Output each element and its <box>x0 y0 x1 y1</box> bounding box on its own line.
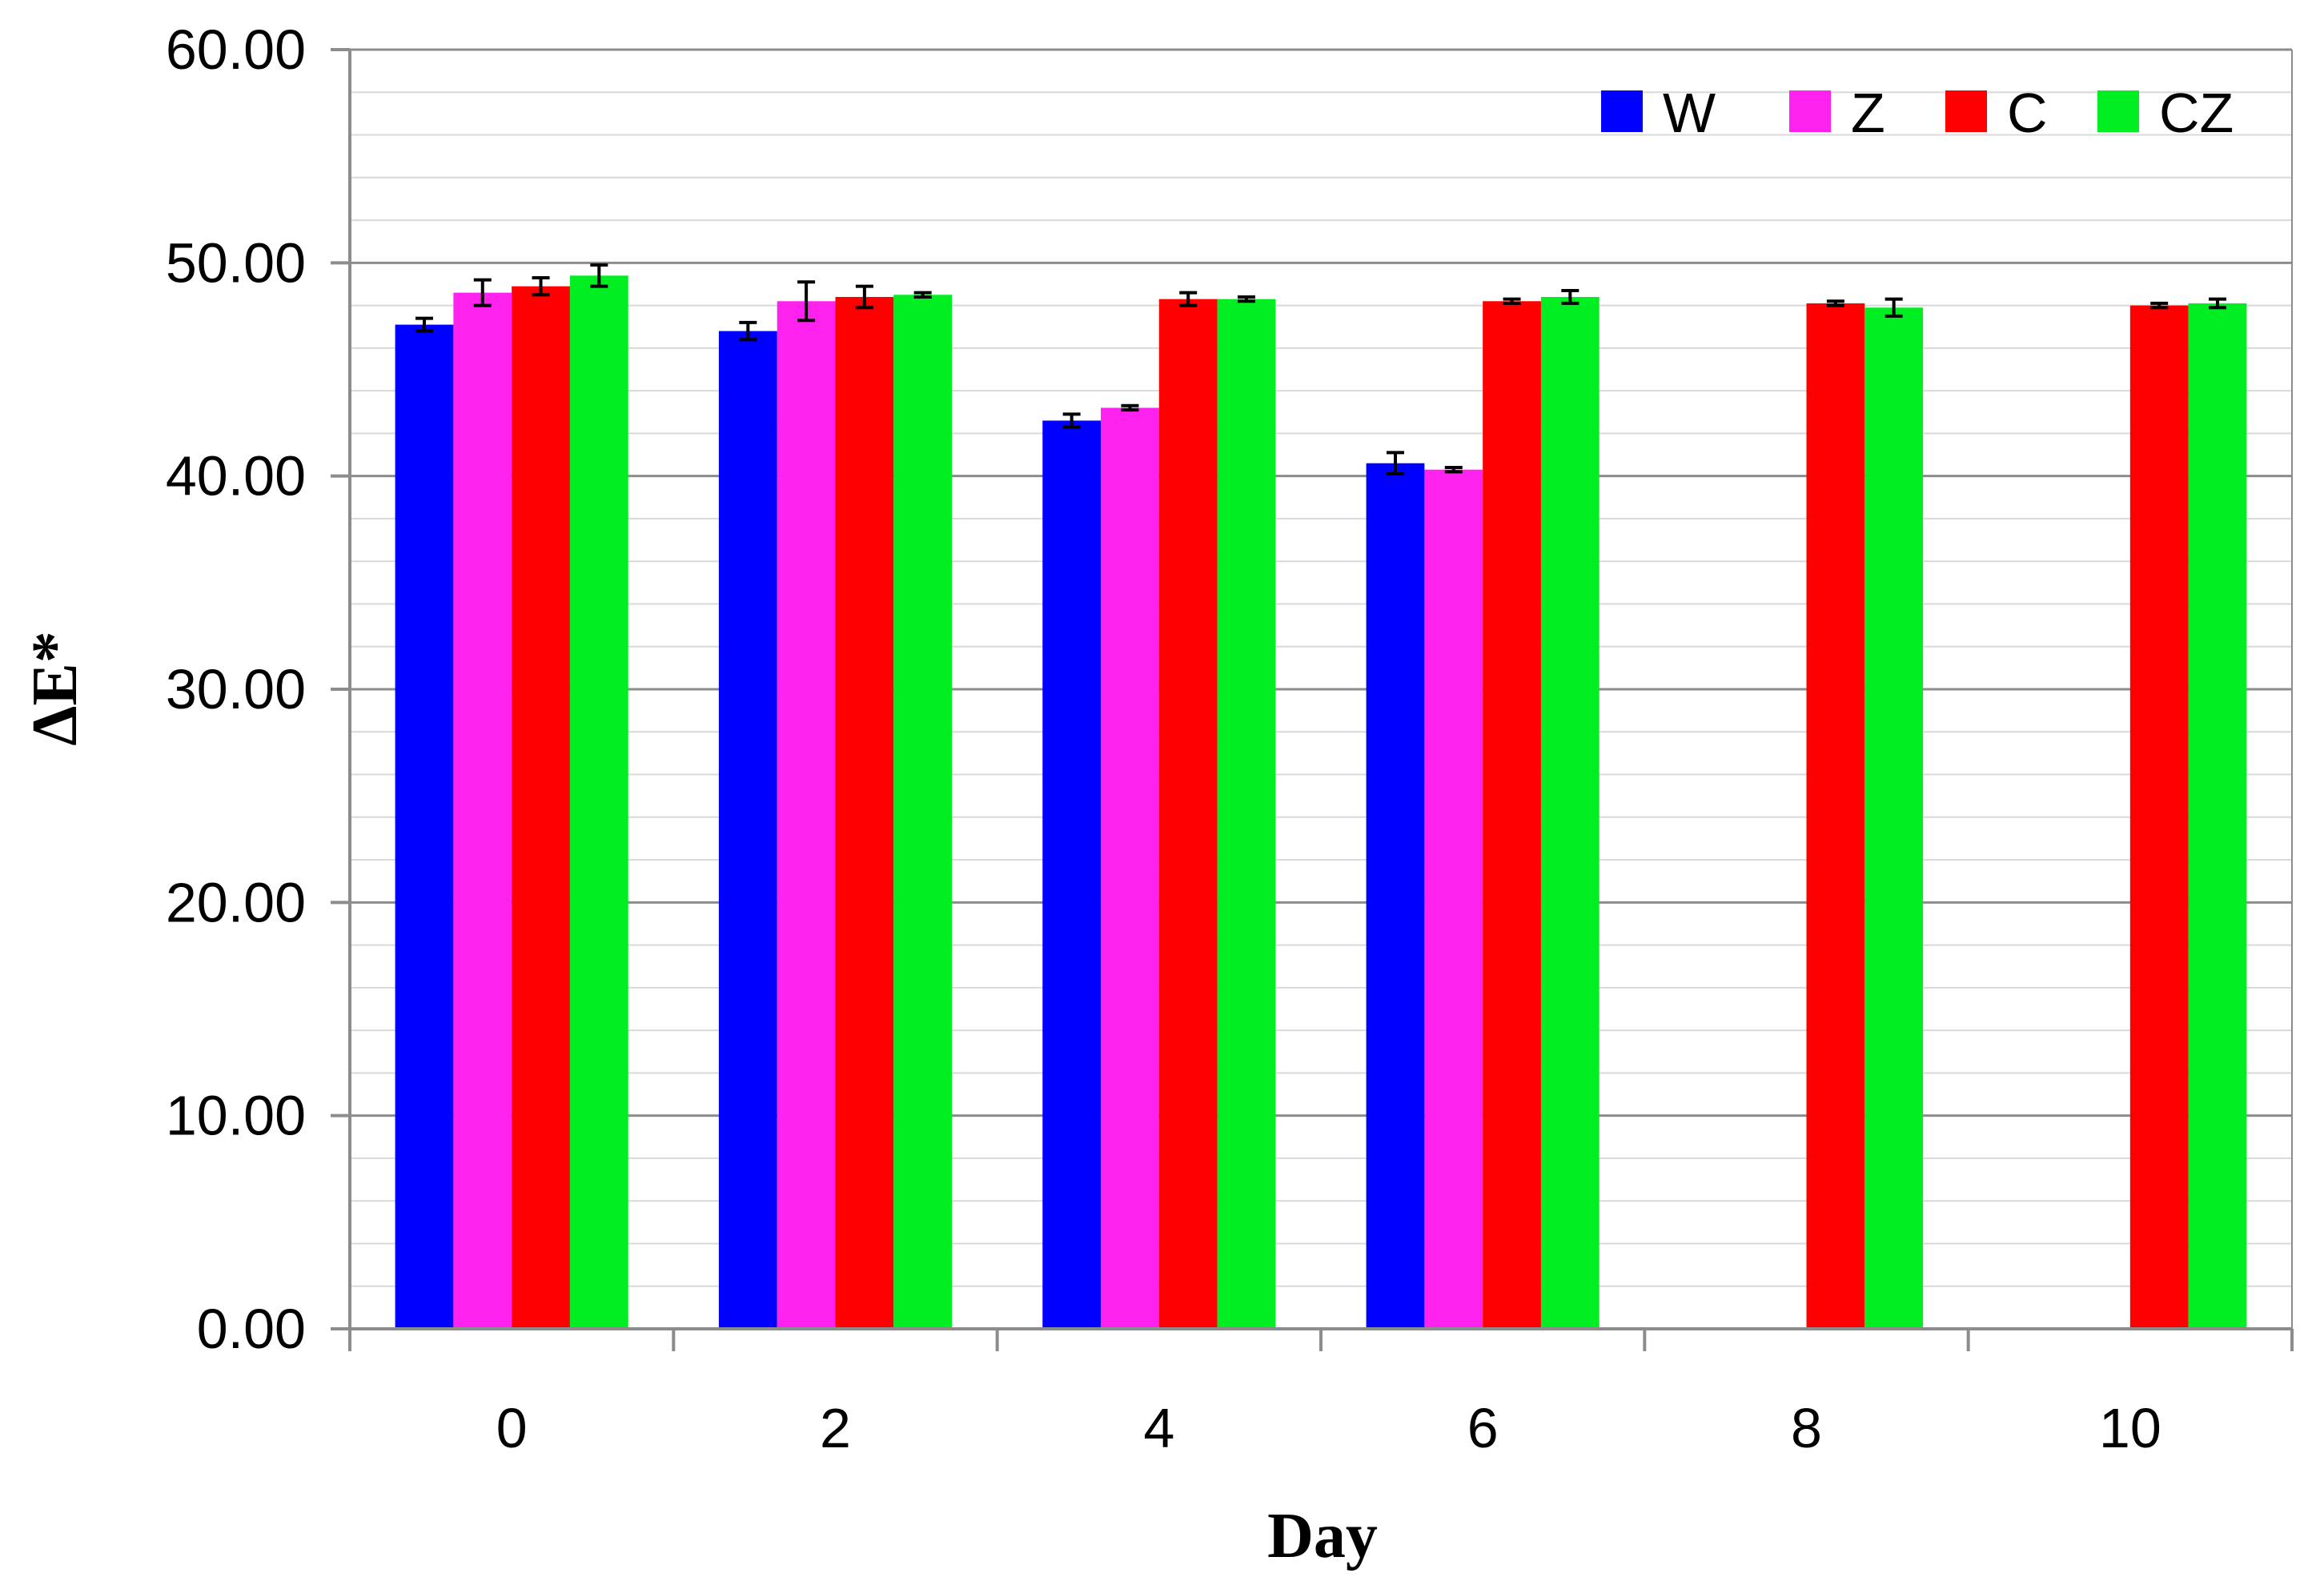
legend-swatch-w <box>1601 90 1643 132</box>
bar-z-day-6 <box>1424 469 1483 1329</box>
legend-label-cz: CZ <box>2159 82 2234 144</box>
bar-z-day-0 <box>453 292 512 1329</box>
x-tick-labels: 0 2 4 6 8 10 <box>496 1397 2161 1459</box>
bar-c-day-0 <box>512 286 570 1329</box>
bar-c-day-2 <box>835 296 894 1329</box>
x-tick-label: 2 <box>820 1397 851 1459</box>
bar-c-day-10 <box>2129 305 2189 1330</box>
y-axis-title: ΔE* <box>20 631 90 746</box>
bar-w-day-6 <box>1366 463 1425 1329</box>
bar-cz-day-4 <box>1217 299 1276 1329</box>
bar-c-day-6 <box>1483 301 1541 1330</box>
y-tick-label: 50.00 <box>166 231 306 294</box>
bar-z-day-4 <box>1101 407 1159 1330</box>
y-tick-label: 0.00 <box>197 1298 306 1360</box>
y-tick-label: 60.00 <box>166 18 306 81</box>
x-tick-label: 0 <box>496 1397 528 1459</box>
bar-cz-day-10 <box>2188 303 2247 1330</box>
x-tick-label: 4 <box>1143 1397 1174 1459</box>
bar-w-day-0 <box>395 324 454 1329</box>
legend-label-w: W <box>1663 82 1716 144</box>
legend: W Z C CZ <box>1601 82 2234 144</box>
legend-swatch-c <box>1945 90 1987 132</box>
legend-label-c: C <box>2007 82 2048 144</box>
grid-lines <box>350 48 2293 1329</box>
bar-cz-day-2 <box>893 295 953 1329</box>
bar-cz-day-8 <box>1864 307 1924 1330</box>
y-tick-label: 30.00 <box>166 658 306 720</box>
x-tick-label: 10 <box>2099 1397 2161 1459</box>
bar-c-day-4 <box>1158 299 1218 1329</box>
bars <box>395 263 2247 1330</box>
x-tick-label: 6 <box>1467 1397 1499 1459</box>
axes <box>331 48 2294 1351</box>
y-tick-label: 40.00 <box>166 445 306 508</box>
bar-c-day-8 <box>1806 303 1865 1330</box>
bar-z-day-2 <box>777 301 836 1330</box>
x-axis-title: Day <box>1267 1501 1378 1571</box>
bar-cz-day-6 <box>1540 296 1600 1329</box>
bar-w-day-2 <box>718 331 777 1329</box>
y-tick-label: 10.00 <box>166 1085 306 1147</box>
bar-cz-day-0 <box>569 275 628 1329</box>
y-tick-labels: 0.00 10.00 20.00 30.00 40.00 50.00 60.00 <box>166 18 306 1360</box>
legend-swatch-cz <box>2097 90 2139 132</box>
legend-label-z: Z <box>1851 82 1885 144</box>
legend-swatch-z <box>1789 90 1831 132</box>
bar-w-day-4 <box>1042 420 1102 1330</box>
y-tick-label: 20.00 <box>166 871 306 933</box>
x-tick-label: 8 <box>1791 1397 1822 1459</box>
